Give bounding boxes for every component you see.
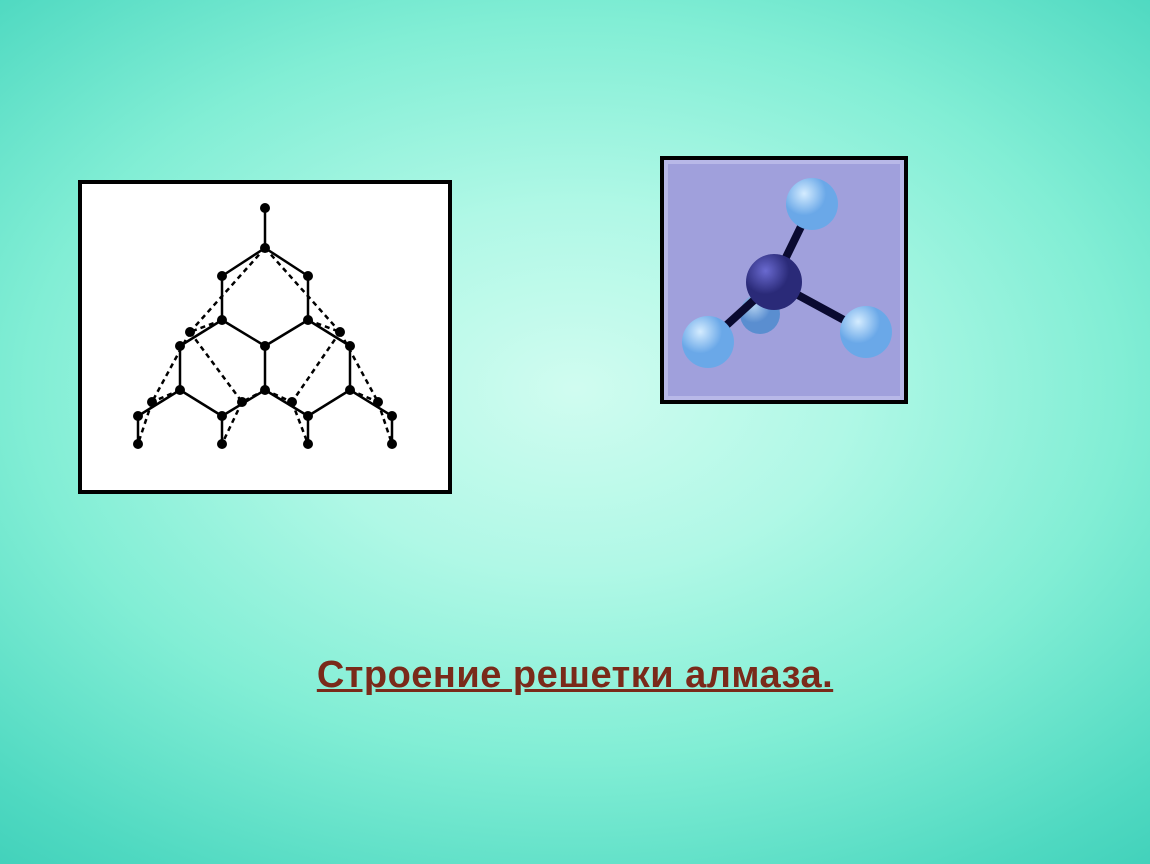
- caption-text: Строение решетки алмаза.: [317, 654, 833, 696]
- slide: Строение решетки алмаза.: [0, 0, 1150, 864]
- figure-tetrahedron-molecule: [660, 156, 908, 404]
- caption: Строение решетки алмаза.: [0, 654, 1150, 697]
- figure-lattice-diagram: [78, 180, 452, 494]
